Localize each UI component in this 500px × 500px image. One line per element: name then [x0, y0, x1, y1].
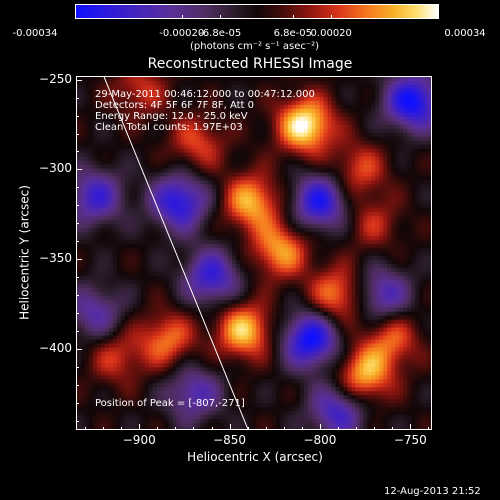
colorbar-tick-label: 0.00020	[310, 28, 352, 39]
y-minor-tick	[76, 133, 79, 135]
x-minor-tick	[338, 427, 340, 430]
y-minor-tick	[76, 115, 79, 117]
x-minor-tick	[392, 427, 394, 430]
y-tick-mark	[76, 349, 82, 351]
y-tick-mark	[76, 169, 82, 171]
y-minor-tick	[76, 205, 79, 207]
y-tick-label: −250	[39, 71, 72, 86]
heatmap-image	[77, 77, 431, 429]
y-minor-tick	[76, 295, 79, 297]
colorbar-tick-label: -6.8e-05	[199, 28, 242, 39]
colorbar-tick-label: 0.00034	[444, 28, 486, 39]
y-minor-tick	[76, 421, 79, 422]
x-minor-tick	[175, 427, 177, 430]
y-tick-label: −350	[39, 251, 72, 266]
colorbar-tick-mark	[292, 15, 294, 19]
y-tick-mark	[76, 79, 82, 81]
clean-counts-label: Clean Total counts: 1.97E+03	[95, 122, 243, 133]
y-minor-tick	[76, 277, 79, 279]
y-axis-label: Heliocentric Y (arcsec)	[17, 185, 32, 320]
y-minor-tick	[76, 151, 79, 153]
colorbar-unit-label: (photons cm⁻² s⁻¹ asec⁻²)	[190, 41, 320, 52]
x-tick-mark	[410, 424, 412, 430]
detectors-label: Detectors: 4F 5F 6F 7F 8F, Att 0	[95, 100, 255, 111]
x-minor-tick	[356, 427, 358, 430]
colorbar-tick-mark	[331, 15, 333, 19]
y-tick-mark	[76, 259, 82, 261]
x-axis-label: Heliocentric X (arcsec)	[187, 450, 323, 464]
x-minor-tick	[247, 427, 249, 430]
peak-position-label: Position of Peak = [-807,-271]	[95, 398, 245, 409]
colorbar-tick-mark	[438, 15, 439, 19]
y-tick-label: −400	[39, 341, 72, 356]
x-minor-tick	[85, 427, 87, 430]
y-minor-tick	[76, 241, 79, 243]
plot-area	[76, 76, 432, 430]
x-minor-tick	[265, 427, 267, 430]
time-range-label: 29-May-2011 00:46:12.000 to 00:47:12.000	[95, 89, 315, 100]
y-minor-tick	[76, 97, 79, 99]
y-minor-tick	[76, 187, 79, 189]
y-minor-tick	[76, 367, 79, 369]
y-minor-tick	[76, 313, 79, 315]
colorbar-tick-mark	[220, 15, 222, 19]
colorbar-tick-mark	[75, 15, 76, 19]
x-minor-tick	[121, 427, 123, 430]
x-tick-label: −900	[122, 433, 156, 447]
x-minor-tick	[211, 427, 213, 430]
x-tick-label: −750	[393, 433, 427, 447]
x-minor-tick	[103, 427, 105, 430]
x-tick-mark	[319, 424, 321, 430]
x-tick-mark	[139, 424, 141, 430]
chart-title: Reconstructed RHESSI Image	[147, 56, 353, 72]
footer-timestamp: 12-Aug-2013 21:52	[384, 486, 481, 497]
energy-range-label: Energy Range: 12.0 - 25.0 keV	[95, 111, 248, 122]
x-minor-tick	[301, 427, 303, 430]
x-tick-label: −800	[303, 433, 337, 447]
y-minor-tick	[76, 223, 79, 225]
x-minor-tick	[193, 427, 195, 430]
y-minor-tick	[76, 385, 79, 387]
colorbar-tick-label: -0.00020	[159, 28, 205, 39]
solar-limb-line	[103, 77, 249, 429]
x-minor-tick	[283, 427, 285, 430]
y-minor-tick	[76, 331, 79, 333]
x-minor-tick	[428, 427, 430, 430]
plot-overlay	[103, 77, 249, 429]
y-tick-label: −300	[39, 161, 72, 176]
x-tick-label: −850	[213, 433, 247, 447]
colorbar	[75, 4, 439, 19]
colorbar-tick-mark	[181, 15, 183, 19]
x-tick-mark	[229, 424, 231, 430]
colorbar-tick-label: 6.8e-05	[273, 28, 312, 39]
colorbar-tick-label: -0.00034	[12, 28, 58, 39]
y-minor-tick	[76, 403, 79, 405]
x-minor-tick	[157, 427, 159, 430]
x-minor-tick	[374, 427, 376, 430]
